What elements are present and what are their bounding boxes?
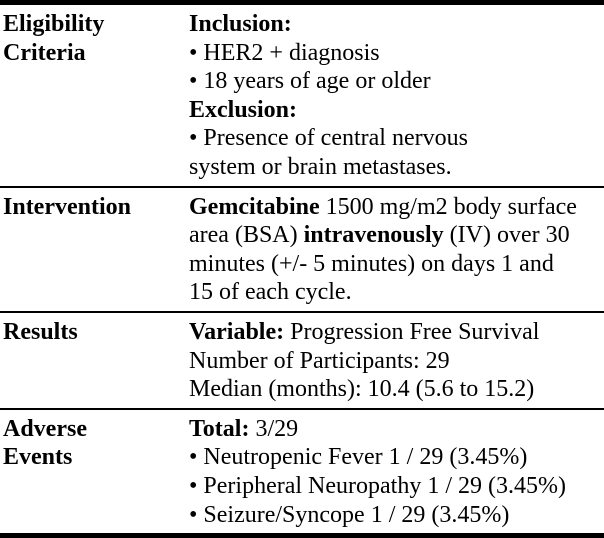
bullet-her2-diagnosis: • HER2 + diagnosis <box>189 39 604 68</box>
table-row-intervention: Intervention Gemcitabine 1500 mg/m2 body… <box>0 185 604 311</box>
route-emphasis: intravenously <box>303 222 444 249</box>
row-label-line: Adverse <box>3 415 87 442</box>
bullet-age-18-or-older: • 18 years of age or older <box>189 67 604 96</box>
text-segment: • Neutropenic Fever 1 / 29 (3.45%) <box>189 444 528 471</box>
text-segment: • 18 years of age or older <box>189 68 431 95</box>
table-row-eligibility-criteria: Eligibility Criteria Inclusion: • HER2 +… <box>0 5 604 186</box>
text-segment: Exclusion: <box>189 96 298 123</box>
text-segment: • HER2 + diagnosis <box>189 39 380 66</box>
row-label-results: Results <box>0 318 189 404</box>
row-label-line: Events <box>3 444 73 471</box>
text-segment: 3/29 <box>249 415 299 442</box>
row-label-adverse-events: Adverse Events <box>0 415 189 529</box>
row-label-eligibility-criteria: Eligibility Criteria <box>0 10 189 182</box>
text-segment: Number of Participants: 29 <box>189 347 450 374</box>
text-segment: • Seizure/Syncope 1 / 29 (3.45%) <box>189 501 510 528</box>
text-segment: Inclusion: <box>189 11 292 37</box>
intervention-line-2: area (BSA) intravenously (IV) over 30 <box>189 221 604 250</box>
row-content-results: Variable: Progression Free Survival Numb… <box>189 318 604 404</box>
inclusion-heading: Inclusion: <box>189 10 604 39</box>
row-content-adverse-events: Total: 3/29 • Neutropenic Fever 1 / 29 (… <box>189 415 604 529</box>
row-label-line: Results <box>3 318 78 345</box>
bullet-neutropenic-fever: • Neutropenic Fever 1 / 29 (3.45%) <box>189 443 604 472</box>
results-median-line: Median (months): 10.4 (5.6 to 15.2) <box>189 375 604 404</box>
text-segment: area (BSA) <box>189 222 304 249</box>
intervention-line-3: minutes (+/- 5 minutes) on days 1 and <box>189 250 604 279</box>
row-label-line: Intervention <box>3 193 131 220</box>
variable-heading: Variable: <box>189 318 285 345</box>
row-content-eligibility: Inclusion: • HER2 + diagnosis • 18 years… <box>189 10 604 182</box>
text-segment: • Presence of central nervous <box>189 125 468 152</box>
total-heading: Total: <box>189 415 250 442</box>
text-segment: system or brain metastases. <box>189 153 452 180</box>
bullet-peripheral-neuropathy: • Peripheral Neuropathy 1 / 29 (3.45%) <box>189 472 604 501</box>
text-segment: Progression Free Survival <box>284 318 540 345</box>
row-label-intervention: Intervention <box>0 193 189 307</box>
table-row-adverse-events: Adverse Events Total: 3/29 • Neutropenic… <box>0 407 604 533</box>
adverse-total-line: Total: 3/29 <box>189 415 604 444</box>
text-segment: 1500 mg/m2 body surface <box>319 193 577 220</box>
row-label-line: Eligibility <box>3 11 105 37</box>
row-label-line: Criteria <box>3 39 86 66</box>
bullet-cns-metastases-line-2: system or brain metastases. <box>189 153 604 182</box>
bullet-seizure-syncope: • Seizure/Syncope 1 / 29 (3.45%) <box>189 501 604 530</box>
exclusion-heading: Exclusion: <box>189 96 604 125</box>
results-participants-line: Number of Participants: 29 <box>189 347 604 376</box>
text-segment: minutes (+/- 5 minutes) on days 1 and <box>189 250 554 277</box>
intervention-line-1: Gemcitabine 1500 mg/m2 body surface <box>189 193 604 222</box>
row-content-intervention: Gemcitabine 1500 mg/m2 body surface area… <box>189 193 604 307</box>
text-segment: (IV) over 30 <box>443 222 570 249</box>
results-variable-line: Variable: Progression Free Survival <box>189 318 604 347</box>
text-segment: Median (months): 10.4 (5.6 to 15.2) <box>189 376 535 403</box>
table-row-results: Results Variable: Progression Free Survi… <box>0 310 604 408</box>
text-segment: • Peripheral Neuropathy 1 / 29 (3.45%) <box>189 472 566 499</box>
intervention-line-4: 15 of each cycle. <box>189 278 604 307</box>
text-segment: 15 of each cycle. <box>189 279 352 306</box>
bullet-cns-metastases-line-1: • Presence of central nervous <box>189 124 604 153</box>
drug-name: Gemcitabine <box>189 193 320 220</box>
